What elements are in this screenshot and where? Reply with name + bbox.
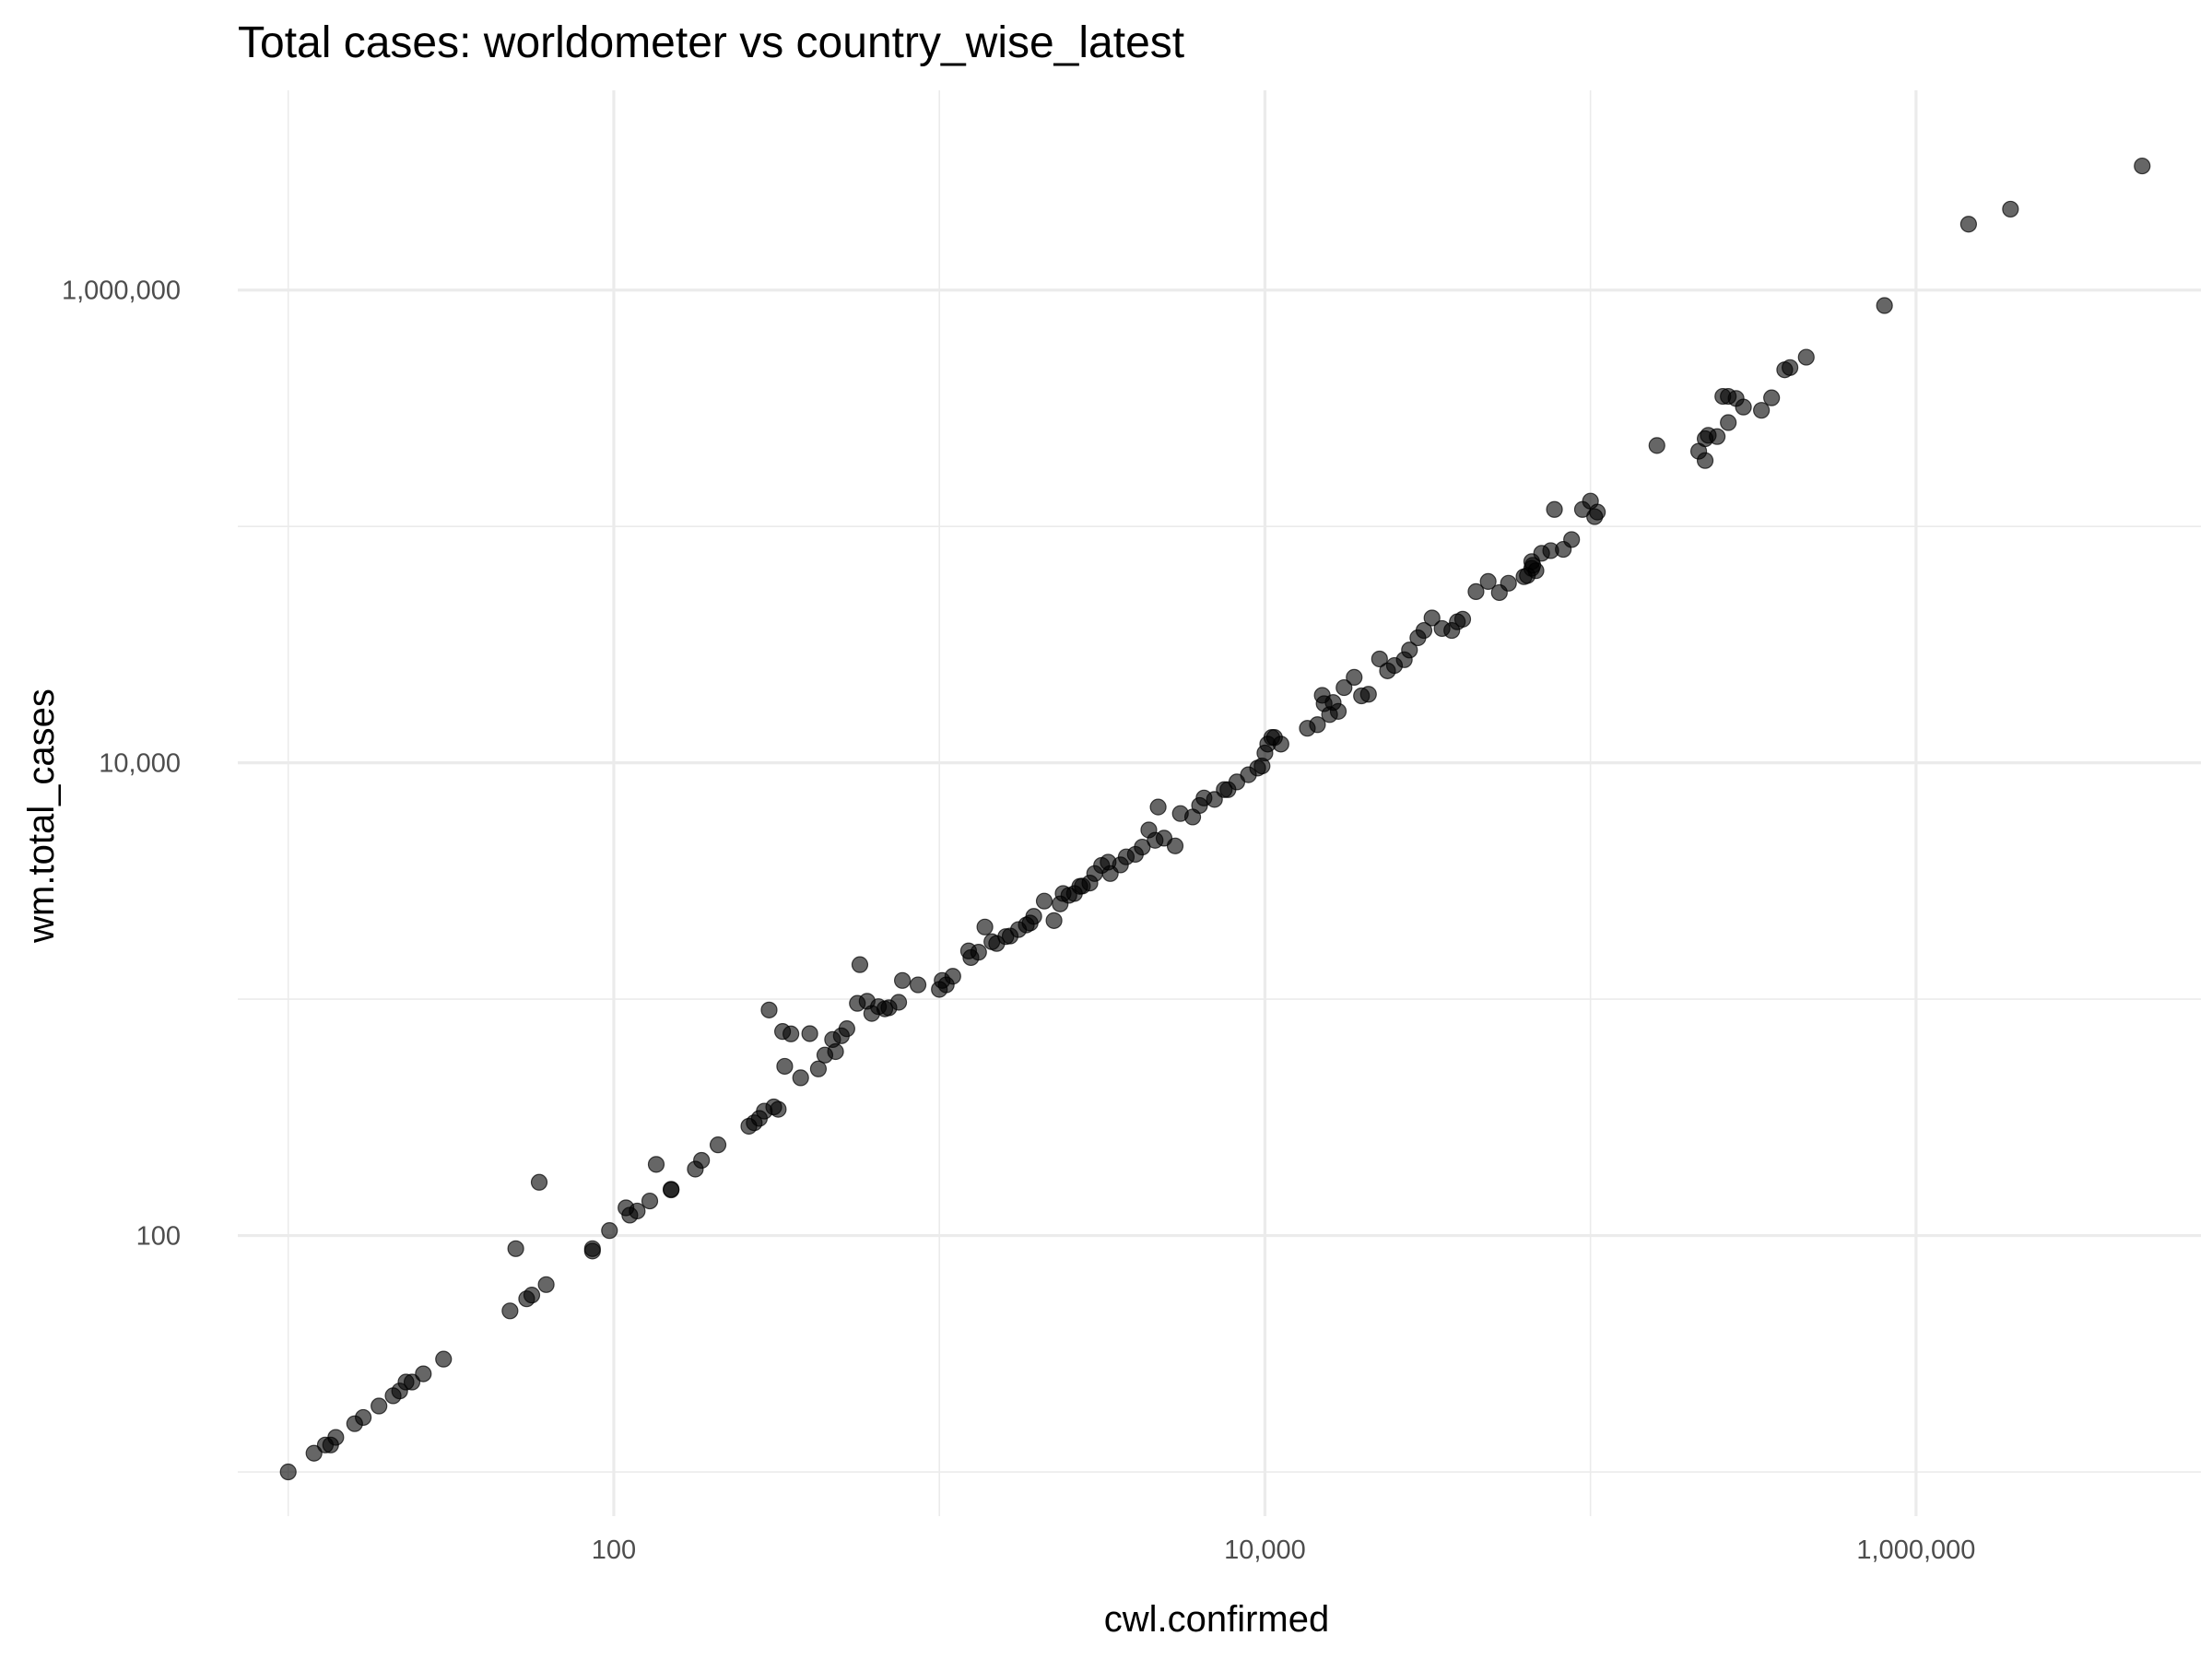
data-point xyxy=(1782,359,1799,376)
data-point xyxy=(371,1397,388,1415)
data-point xyxy=(1720,414,1737,431)
data-point xyxy=(629,1202,646,1220)
data-point xyxy=(1546,500,1563,518)
x-tick-label: 1,000,000 xyxy=(1856,1535,1975,1565)
data-point xyxy=(709,1136,727,1154)
data-point xyxy=(601,1222,618,1240)
data-point xyxy=(760,1001,778,1018)
data-point xyxy=(1415,621,1433,640)
data-points xyxy=(279,157,2151,1481)
data-point xyxy=(523,1287,541,1304)
data-point xyxy=(1763,389,1781,406)
data-point xyxy=(641,1192,659,1210)
data-point xyxy=(1401,641,1418,659)
x-tick-label: 10,000 xyxy=(1224,1535,1306,1565)
data-point xyxy=(801,1025,818,1042)
data-point xyxy=(1309,716,1326,734)
x-axis-title: cwl.confirmed xyxy=(1104,1599,1330,1640)
data-point xyxy=(1035,892,1053,910)
data-point xyxy=(838,1020,855,1038)
data-point xyxy=(1479,572,1497,591)
data-point xyxy=(1272,735,1289,753)
data-point xyxy=(1359,686,1377,703)
data-point xyxy=(1045,912,1063,929)
data-point xyxy=(1500,574,1517,592)
data-point xyxy=(663,1181,680,1198)
data-point xyxy=(435,1350,453,1368)
y-tick-label: 1,000,000 xyxy=(62,276,181,306)
data-point xyxy=(279,1463,297,1481)
data-point xyxy=(792,1069,809,1087)
data-point xyxy=(1329,702,1347,720)
data-point xyxy=(782,1025,800,1042)
data-point xyxy=(1453,610,1472,628)
data-point xyxy=(1709,428,1726,445)
y-axis-title: wm.total_cases xyxy=(21,688,62,944)
data-point xyxy=(944,968,961,985)
data-point xyxy=(1149,798,1167,816)
data-point xyxy=(809,1060,828,1077)
data-point xyxy=(583,1240,601,1257)
data-point xyxy=(1423,609,1441,627)
data-point xyxy=(1527,562,1545,580)
data-point xyxy=(507,1240,524,1257)
tick-labels: 100 10,000 1,000,000 100 10,000 1,000,000 xyxy=(62,276,1975,1565)
data-point xyxy=(403,1373,421,1391)
data-point xyxy=(889,994,908,1011)
data-point xyxy=(851,956,869,973)
data-point xyxy=(647,1156,665,1173)
data-point xyxy=(970,944,987,961)
data-point xyxy=(1696,452,1714,469)
data-point xyxy=(1797,348,1815,366)
data-point xyxy=(415,1365,432,1382)
data-point xyxy=(776,1057,794,1076)
data-point xyxy=(1648,437,1665,454)
data-point xyxy=(1563,531,1581,548)
data-point xyxy=(537,1276,555,1293)
grid-lines xyxy=(238,90,2201,1516)
data-point xyxy=(2134,157,2151,175)
data-point xyxy=(1335,678,1353,697)
data-point xyxy=(1735,398,1752,416)
chart-title: Total cases: worldometer vs country_wise… xyxy=(238,18,1184,67)
data-point xyxy=(327,1429,345,1446)
data-point xyxy=(909,976,927,994)
data-point xyxy=(501,1302,519,1320)
data-point xyxy=(1467,582,1485,601)
data-point xyxy=(1753,402,1771,419)
y-tick-label: 10,000 xyxy=(99,749,181,779)
data-point xyxy=(1346,668,1363,686)
data-point xyxy=(1166,837,1184,854)
data-point xyxy=(1025,908,1042,925)
data-point xyxy=(1589,503,1606,521)
data-point xyxy=(893,971,912,989)
data-point xyxy=(693,1151,711,1170)
data-point xyxy=(1371,650,1388,668)
data-point xyxy=(1959,216,1977,233)
data-point xyxy=(305,1444,323,1462)
data-point xyxy=(827,1042,844,1061)
y-tick-label: 100 xyxy=(136,1222,181,1252)
data-point xyxy=(2002,200,2019,218)
data-point xyxy=(976,918,994,935)
data-point xyxy=(355,1408,372,1427)
data-point xyxy=(1876,297,1893,314)
data-point xyxy=(770,1100,787,1118)
data-point xyxy=(1134,838,1151,856)
x-tick-label: 100 xyxy=(592,1535,636,1565)
data-point xyxy=(530,1173,548,1191)
